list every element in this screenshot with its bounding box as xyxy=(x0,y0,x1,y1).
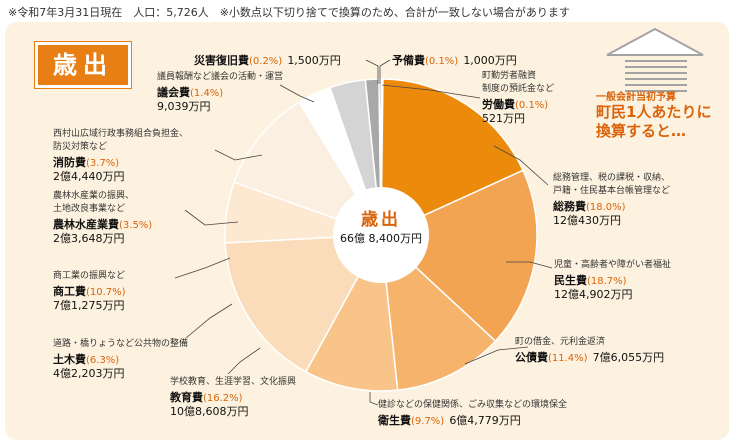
leader-kosai xyxy=(464,346,529,365)
norin-pct: (3.5%) xyxy=(119,220,153,231)
yobi-pct: (0.1%) xyxy=(425,56,459,67)
minsei-pct: (18.7%) xyxy=(587,276,627,287)
per-capita-promo: 一般会計当初予算 町民1人あたりに 換算すると… xyxy=(596,88,726,141)
doboku-amount: 4億2,203万円 xyxy=(53,367,125,380)
center-total: 歳出 66億 8,400万円 xyxy=(333,205,429,246)
center-hole xyxy=(333,187,429,283)
center-amount: 66億 8,400万円 xyxy=(340,232,422,245)
minsei-name: 民生費 xyxy=(554,274,587,287)
leader-minsei xyxy=(506,261,553,269)
pie-slice-2 xyxy=(380,78,524,237)
rodo-desc1: 町勤労者融資 xyxy=(482,71,537,81)
somu-desc2: 戸籍・住民基本台帳管理など xyxy=(553,186,671,196)
shoko-desc1: 商工業の振興など xyxy=(53,271,126,281)
label-shobo: 西村山広域行政事務組合負担金、 防災対策など 消防費(3.7%) 2億4,440… xyxy=(53,128,188,183)
shoko-name: 商工費 xyxy=(53,285,86,298)
leader-yobi xyxy=(379,59,391,84)
up-arrow-icon xyxy=(606,27,704,92)
norin-desc2: 土地改良事業など xyxy=(53,204,126,214)
somu-amount: 12億430万円 xyxy=(553,214,621,227)
label-kyoiku: 学校教育、生涯学習、文化振興 教育費(16.2%) 10億8,608万円 xyxy=(170,376,296,418)
yobi-amount: 1,000万円 xyxy=(463,54,517,67)
label-eisei: 健診などの保健関係、ごみ収集などの環境保全 衛生費(9.7%) 6億4,779万… xyxy=(378,399,567,428)
pie-slice-3 xyxy=(379,169,538,343)
rodo-desc2: 制度の預託金など xyxy=(482,84,555,94)
label-yobi: 予備費(0.1%) 1,000万円 xyxy=(392,52,517,68)
yobi-name: 予備費 xyxy=(392,54,425,67)
norin-name: 農林水産業費 xyxy=(53,218,119,231)
gikai-desc1: 議員報酬など議会の活動・運営 xyxy=(157,72,284,82)
doboku-name: 土木費 xyxy=(53,353,86,366)
gikai-pct: (1.4%) xyxy=(190,88,224,99)
rodo-amount: 521万円 xyxy=(482,112,525,125)
leader-kyoiku xyxy=(227,347,261,375)
leader-saigai xyxy=(365,59,379,84)
label-shoko: 商工業の振興など 商工費(10.7%) 7億1,275万円 xyxy=(53,270,126,312)
promo-line2: 町民1人あたりに xyxy=(596,103,712,121)
norin-desc1: 農林水産業の振興、 xyxy=(53,191,135,201)
label-doboku: 道路・橋りょうなど公共物の整備 土木費(6.3%) 4億2,203万円 xyxy=(53,338,188,380)
promo-line1: 一般会計当初予算 xyxy=(596,92,676,103)
shoko-pct: (10.7%) xyxy=(86,287,126,298)
leader-rodo xyxy=(381,84,481,99)
leader-norin xyxy=(184,209,239,226)
saigai-name: 災害復旧費 xyxy=(194,54,249,67)
kyoiku-desc1: 学校教育、生涯学習、文化振興 xyxy=(170,377,297,387)
minsei-amount: 12億4,902万円 xyxy=(554,288,633,301)
rodo-name: 労働費 xyxy=(482,98,515,111)
somu-desc1: 総務管理、税の課税・収納、 xyxy=(553,173,671,183)
eisei-name: 衛生費 xyxy=(378,414,411,427)
kosai-desc1: 町の借金、元利金返済 xyxy=(515,337,606,347)
shoko-amount: 7億1,275万円 xyxy=(53,299,125,312)
saigai-pct: (0.2%) xyxy=(249,56,283,67)
doboku-desc1: 道路・橋りょうなど公共物の整備 xyxy=(53,339,189,349)
leader-somu xyxy=(493,145,549,186)
norin-amount: 2億3,648万円 xyxy=(53,232,125,245)
leader-gikai xyxy=(279,84,315,103)
leader-shobo xyxy=(214,149,263,161)
shobo-desc2: 防災対策など xyxy=(53,142,108,152)
somu-name: 総務費 xyxy=(553,200,586,213)
shobo-pct: (3.7%) xyxy=(86,158,120,169)
minsei-desc1: 児童・高齢者や障がい者福祉 xyxy=(554,260,672,270)
shobo-desc1: 西村山広域行政事務組合負担金、 xyxy=(53,129,189,139)
kosai-pct: (11.4%) xyxy=(548,353,588,364)
gikai-name: 議会費 xyxy=(157,86,190,99)
leader-shoko xyxy=(174,257,231,279)
leader-eisei xyxy=(369,392,379,406)
label-gikai: 議員報酬など議会の活動・運営 議会費(1.4%) 9,039万円 xyxy=(157,71,283,113)
kyoiku-name: 教育費 xyxy=(170,391,203,404)
pie-slice-4 xyxy=(380,233,497,391)
header-note: ※令和7年3月31日現在 人口：5,726人 ※小数点以下切り捨てで換算のため、… xyxy=(8,6,570,19)
shobo-name: 消防費 xyxy=(53,156,86,169)
leader-doboku xyxy=(185,303,233,339)
somu-pct: (18.0%) xyxy=(586,202,626,213)
center-title: 歳出 xyxy=(361,210,401,230)
label-minsei: 児童・高齢者や障がい者福祉 民生費(18.7%) 12億4,902万円 xyxy=(554,259,671,301)
kyoiku-amount: 10億8,608万円 xyxy=(170,405,249,418)
doboku-pct: (6.3%) xyxy=(86,355,120,366)
kosai-amount: 7億6,055万円 xyxy=(592,351,665,364)
label-somu: 総務管理、税の課税・収納、 戸籍・住民基本台帳管理など 総務費(18.0%) 1… xyxy=(553,172,670,227)
rodo-pct: (0.1%) xyxy=(515,100,549,111)
shobo-amount: 2億4,440万円 xyxy=(53,170,125,183)
promo-line3: 換算すると… xyxy=(596,122,687,140)
kyoiku-pct: (16.2%) xyxy=(203,393,243,404)
label-saigai: 災害復旧費(0.2%) 1,500万円 xyxy=(194,52,341,68)
saigai-amount: 1,500万円 xyxy=(287,54,341,67)
eisei-amount: 6億4,779万円 xyxy=(449,414,521,427)
kosai-name: 公債費 xyxy=(515,351,548,364)
section-badge: 歳出 xyxy=(35,42,131,88)
eisei-desc1: 健診などの保健関係、ごみ収集などの環境保全 xyxy=(378,400,568,410)
eisei-pct: (9.7%) xyxy=(411,416,445,427)
label-kosai: 町の借金、元利金返済 公債費(11.4%) 7億6,055万円 xyxy=(515,336,664,365)
gikai-amount: 9,039万円 xyxy=(157,100,211,113)
label-rodo: 町勤労者融資 制度の預託金など 労働費(0.1%) 521万円 xyxy=(482,70,554,125)
label-norin: 農林水産業の振興、 土地改良事業など 農林水産業費(3.5%) 2億3,648万… xyxy=(53,190,152,245)
pie-slice-8 xyxy=(233,101,383,237)
pie-slice-6 xyxy=(224,234,383,373)
